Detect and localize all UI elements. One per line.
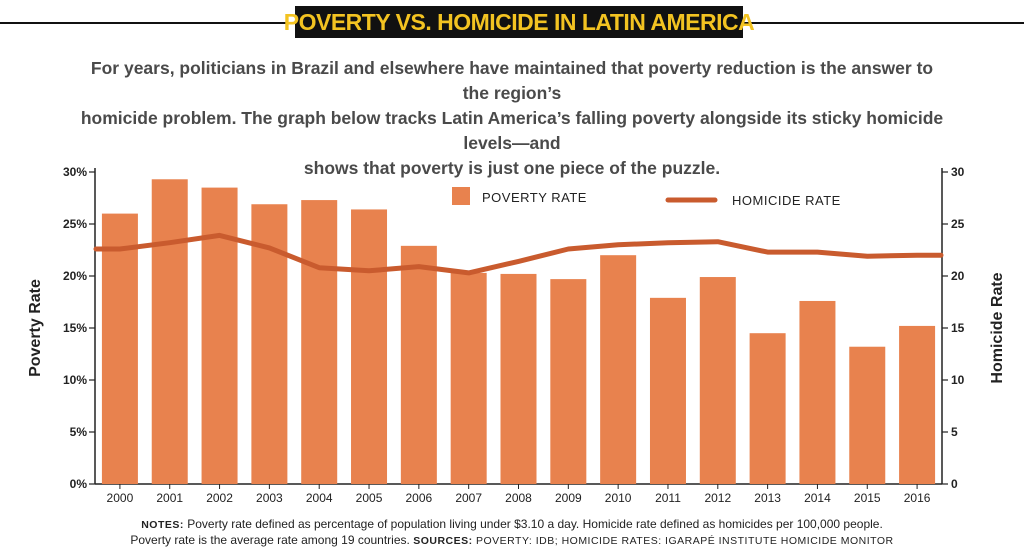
x-tick-label: 2015 — [854, 491, 881, 505]
chart-notes: NOTES: Poverty rate defined as percentag… — [0, 517, 1024, 549]
y-left-tick-label: 30% — [63, 165, 87, 179]
x-tick-label: 2016 — [904, 491, 931, 505]
x-tick-label: 2005 — [356, 491, 383, 505]
poverty-bar — [201, 187, 238, 484]
poverty-bar — [400, 245, 437, 484]
y-right-tick-label: 20 — [951, 269, 965, 283]
legend-label-homicide: HOMICIDE RATE — [732, 193, 841, 208]
poverty-bar — [351, 209, 388, 484]
y-left-axis-title: Poverty Rate — [27, 279, 44, 377]
poverty-bar — [899, 325, 936, 484]
sources-label: SOURCES: — [413, 535, 473, 547]
x-tick-label: 2006 — [406, 491, 433, 505]
poverty-bar — [151, 179, 188, 484]
y-left-tick-label: 20% — [63, 269, 87, 283]
poverty-bar — [749, 333, 786, 484]
chart-title: POVERTY VS. HOMICIDE IN LATIN AMERICA — [283, 8, 755, 35]
y-left-tick-label: 15% — [63, 321, 87, 335]
y-right-tick-label: 5 — [951, 425, 958, 439]
y-left-tick-label: 5% — [70, 425, 88, 439]
x-tick-label: 2009 — [555, 491, 582, 505]
poverty-bar — [799, 300, 836, 484]
homicide-line — [93, 232, 944, 276]
subtitle-line-1: For years, politicians in Brazil and els… — [90, 58, 934, 103]
x-tick-label: 2001 — [156, 491, 183, 505]
y-right-tick-label: 0 — [951, 477, 958, 491]
x-tick-label: 2008 — [505, 491, 532, 505]
y-left-tick-label: 10% — [63, 373, 87, 387]
poverty-bar — [600, 255, 637, 484]
y-left-tick-label: 25% — [63, 217, 87, 231]
subtitle-line-3: shows that poverty is just one piece of … — [303, 158, 721, 178]
notes-label: NOTES: — [141, 519, 184, 531]
x-tick-label: 2007 — [455, 491, 482, 505]
subtitle-line-2: homicide problem. The graph below tracks… — [80, 108, 944, 153]
poverty-bar — [849, 346, 886, 484]
title-banner: POVERTY VS. HOMICIDE IN LATIN AMERICA — [284, 6, 755, 38]
x-tick-label: 2013 — [754, 491, 781, 505]
y-left-tick-label: 0% — [70, 477, 88, 491]
poverty-bar — [649, 297, 686, 484]
legend-label-poverty: POVERTY RATE — [482, 190, 587, 205]
x-tick-label: 2003 — [256, 491, 283, 505]
poverty-bar — [301, 200, 338, 484]
y-right-tick-label: 30 — [951, 165, 965, 179]
x-tick-label: 2000 — [107, 491, 134, 505]
x-tick-label: 2014 — [804, 491, 831, 505]
chart-subtitle: For years, politicians in Brazil and els… — [80, 56, 944, 181]
x-tick-label: 2011 — [655, 491, 681, 505]
x-tick-label: 2010 — [605, 491, 632, 505]
poverty-bar — [699, 277, 736, 484]
notes-line-1: NOTES: Poverty rate defined as percentag… — [0, 517, 1024, 533]
poverty-bar — [450, 272, 487, 484]
y-right-axis-title: Homicide Rate — [989, 272, 1006, 383]
notes-line-2: Poverty rate is the average rate among 1… — [0, 533, 1024, 549]
poverty-bar — [500, 273, 537, 484]
notes-text-1: Poverty rate defined as percentage of po… — [187, 517, 883, 531]
legend-swatch-poverty — [452, 187, 470, 205]
x-tick-label: 2012 — [704, 491, 731, 505]
y-right-tick-label: 10 — [951, 373, 965, 387]
y-right-tick-label: 25 — [951, 217, 965, 231]
x-tick-label: 2002 — [206, 491, 233, 505]
notes-text-2: Poverty rate is the average rate among 1… — [130, 533, 410, 547]
poverty-bar — [101, 213, 138, 484]
x-tick-label: 2004 — [306, 491, 333, 505]
poverty-bar — [550, 279, 587, 484]
sources-text: POVERTY: IDB; HOMICIDE RATES: IGARAPÉ IN… — [475, 535, 894, 547]
y-right-tick-label: 15 — [951, 321, 965, 335]
